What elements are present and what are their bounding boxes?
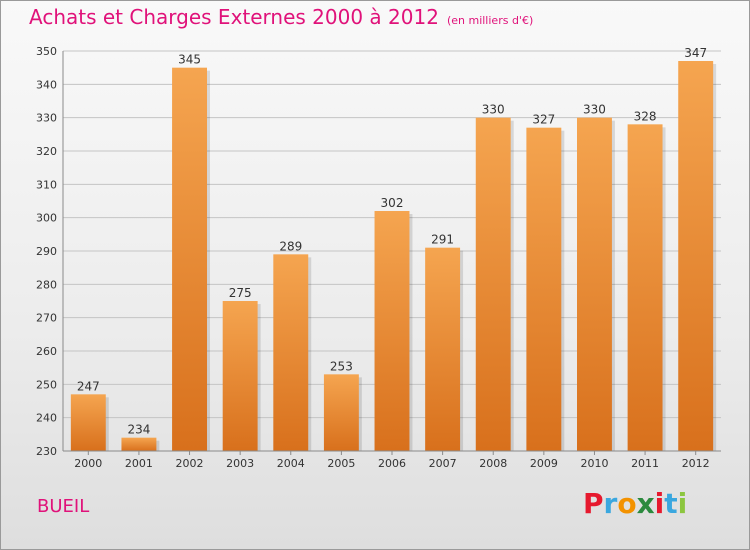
bar-2009[interactable] (526, 127, 562, 452)
x-tick-label: 2005 (327, 457, 355, 470)
chart-title: Achats et Charges Externes 2000 à 2012 (e… (29, 5, 533, 29)
bar-2007[interactable] (425, 247, 461, 451)
y-tick-label: 340 (36, 78, 57, 91)
data-label: 327 (532, 113, 555, 127)
bar-2001[interactable] (121, 437, 157, 451)
logo-letter: i (677, 487, 688, 520)
logo-letter: r (603, 487, 618, 520)
data-label: 275 (229, 286, 252, 300)
data-label: 302 (381, 196, 404, 210)
y-tick-label: 330 (36, 112, 57, 125)
bar-2008[interactable] (475, 117, 511, 452)
x-tick-label: 2002 (176, 457, 204, 470)
x-tick-label: 2006 (378, 457, 406, 470)
x-tick-label: 2000 (74, 457, 102, 470)
y-tick-label: 240 (36, 412, 57, 425)
x-tick-label: 2011 (631, 457, 659, 470)
logo-letter: x (636, 487, 655, 520)
y-tick-label: 250 (36, 378, 57, 391)
data-label: 247 (77, 379, 100, 393)
x-tick-label: 2009 (530, 457, 558, 470)
logo-letter: i (654, 487, 665, 520)
data-label: 330 (482, 103, 505, 117)
y-tick-label: 310 (36, 178, 57, 191)
data-label: 289 (279, 239, 302, 253)
y-tick-label: 320 (36, 145, 57, 158)
y-tick-label: 280 (36, 278, 57, 291)
data-label: 345 (178, 53, 201, 67)
bar-2002[interactable] (172, 67, 208, 452)
bar-2012[interactable] (678, 61, 714, 451)
bar-2011[interactable] (627, 124, 663, 451)
y-tick-label: 350 (36, 45, 57, 58)
data-label: 253 (330, 359, 353, 373)
x-tick-label: 2008 (479, 457, 507, 470)
y-tick-label: 270 (36, 312, 57, 325)
commune-name: BUEIL (37, 496, 90, 517)
y-tick-label: 300 (36, 212, 57, 225)
bar-2010[interactable] (576, 117, 612, 452)
logo-letter: t (664, 487, 678, 520)
bar-2006[interactable] (374, 211, 410, 451)
x-tick-label: 2010 (580, 457, 608, 470)
chart-unit: (en milliers d'€) (446, 14, 534, 27)
y-tick-label: 290 (36, 245, 57, 258)
logo-letter: o (617, 487, 637, 520)
bar-2000[interactable] (70, 394, 106, 451)
x-tick-label: 2007 (429, 457, 457, 470)
data-label: 328 (634, 109, 657, 123)
chart-title-text: Achats et Charges Externes 2000 à 2012 (29, 5, 439, 29)
x-tick-label: 2004 (277, 457, 305, 470)
bar-2005[interactable] (323, 374, 359, 451)
proxiti-logo[interactable]: Proxiti (583, 487, 687, 520)
bar-2004[interactable] (273, 254, 309, 451)
bar-2003[interactable] (222, 301, 258, 451)
data-label: 234 (127, 423, 150, 437)
y-tick-label: 230 (36, 445, 57, 458)
x-tick-label: 2003 (226, 457, 254, 470)
logo-letter: P (583, 487, 604, 520)
data-label: 347 (684, 46, 707, 60)
x-tick-label: 2012 (682, 457, 710, 470)
data-label: 291 (431, 233, 454, 247)
data-label: 330 (583, 103, 606, 117)
y-tick-label: 260 (36, 345, 57, 358)
x-tick-label: 2001 (125, 457, 153, 470)
